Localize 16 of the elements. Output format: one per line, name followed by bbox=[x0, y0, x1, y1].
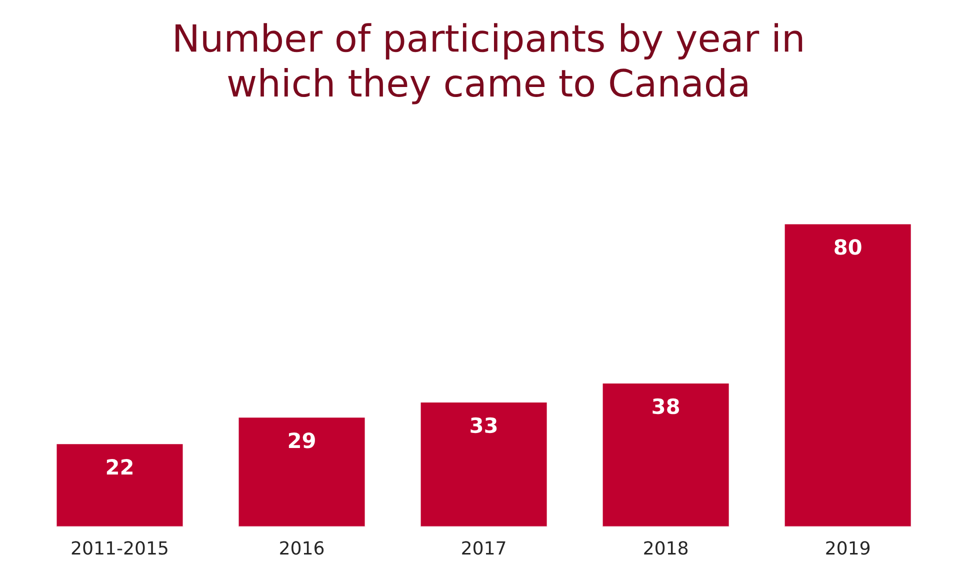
x-tick-label: 2016 bbox=[280, 541, 324, 555]
x-tick-label: 2017 bbox=[462, 541, 506, 555]
data-label: 29 bbox=[288, 432, 315, 448]
data-label: 80 bbox=[834, 239, 862, 255]
bar bbox=[419, 401, 548, 527]
bar bbox=[601, 382, 730, 527]
x-tick-label: 2019 bbox=[826, 541, 870, 555]
bar bbox=[237, 416, 366, 527]
data-label: 33 bbox=[470, 417, 497, 434]
x-tick-label: 2011-2015 bbox=[72, 541, 168, 555]
bar bbox=[783, 222, 912, 527]
data-label: 38 bbox=[652, 398, 680, 414]
data-label: 22 bbox=[106, 459, 132, 474]
bar bbox=[55, 442, 184, 527]
x-tick-label: 2018 bbox=[644, 541, 688, 555]
chart-title: Number of participants by year in which they came to Canada bbox=[176, 23, 802, 104]
